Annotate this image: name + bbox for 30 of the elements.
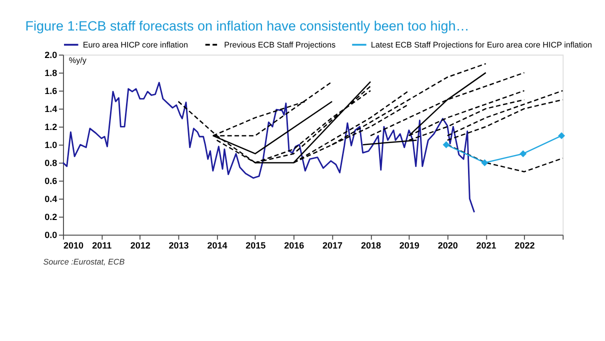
x-tick-label: 2015 [246,240,266,251]
legend-label: Previous ECB Staff Projections [224,40,336,50]
y-tick-label: 0.2 [44,212,58,222]
y-axis-title: %y/y [68,56,88,66]
y-tick-label: 1.8 [44,68,58,78]
x-tick-label: 2016 [284,240,304,251]
x-tick-label: 2019 [399,240,420,251]
x-tick-label: 2012 [130,240,150,251]
x-tick-label: 2013 [168,240,189,251]
x-tick-label: 2018 [360,240,381,251]
y-tick-label: 0.0 [44,230,58,240]
x-tick-label: 2011 [92,240,112,251]
x-tick-label: 2020 [438,240,458,251]
legend-label: Euro area HICP core inflation [82,40,188,50]
y-tick-label: 0.6 [44,176,58,186]
source-note: Source :Eurostat, ECB [43,257,126,266]
x-tick-label: 2010 [63,240,84,251]
x-tick-label: 2021 [476,240,496,251]
chart-title: Figure 1:ECB staff forecasts on inflation have consistently been too high… [25,18,470,34]
y-tick-label: 0.4 [44,194,58,204]
y-tick-label: 1.2 [44,122,58,132]
y-tick-label: 0.8 [44,158,58,168]
legend-label: Latest ECB Staff Projections for Euro area core HICP inflation [370,40,592,50]
x-tick-label: 2022 [514,240,535,251]
y-tick-label: 2.0 [44,50,58,60]
x-tick-label: 2017 [322,240,343,251]
y-tick-label: 1.4 [44,104,58,114]
y-tick-label: 1.6 [44,86,58,96]
y-tick-label: 1.0 [44,140,58,150]
x-tick-label: 2014 [207,240,228,251]
